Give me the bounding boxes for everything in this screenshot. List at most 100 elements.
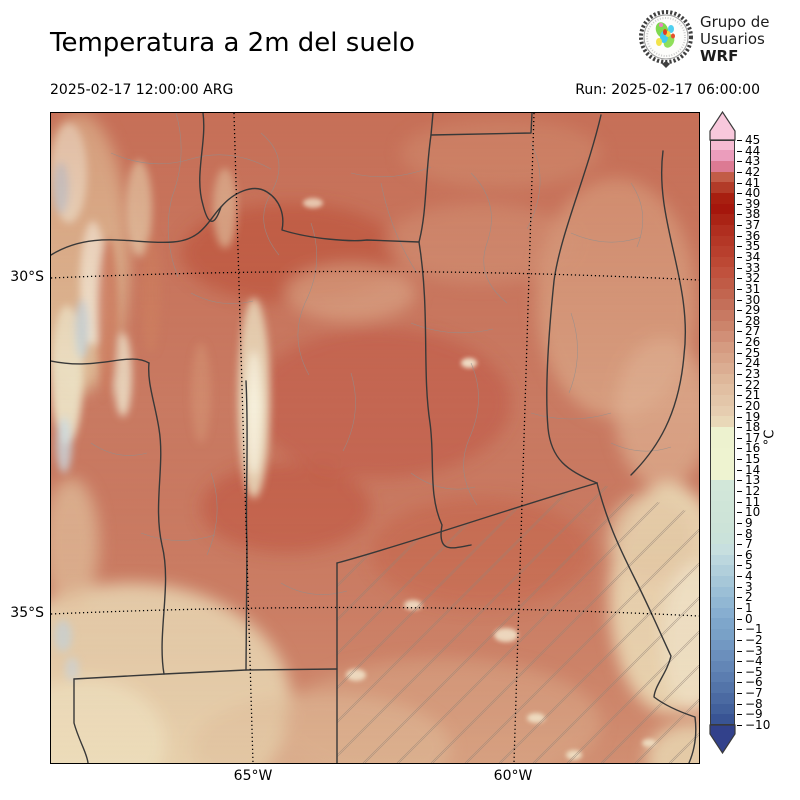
- colorbar-segment: [711, 405, 734, 417]
- colorbar-tick-label: 44: [745, 143, 761, 158]
- colorbar-segment: [711, 629, 734, 641]
- colorbar-segment: [711, 235, 734, 247]
- uruguay-river-border: [630, 150, 686, 476]
- colorbar-tick-label: 9: [745, 515, 753, 530]
- colorbar-segment: [711, 639, 734, 651]
- graticule-60w: [513, 113, 535, 763]
- colorbar-tick: [737, 650, 742, 652]
- colorbar-segment: [711, 161, 734, 173]
- colorbar-segment: [711, 416, 734, 428]
- colorbar-tick-label: 24: [745, 356, 761, 371]
- colorbar-tick-label: 18: [745, 420, 761, 435]
- colorbar-tick-label: 28: [745, 313, 761, 328]
- colorbar-tick: [737, 171, 742, 173]
- colorbar-tick-label: 39: [745, 196, 761, 211]
- colorbar-tick: [737, 682, 742, 684]
- colorbar-segment: [711, 256, 734, 269]
- colorbar-segment: [711, 682, 734, 694]
- colorbar-tick: [737, 395, 742, 397]
- colorbar-tick: [737, 288, 742, 290]
- parana-river-border: [546, 114, 602, 484]
- colorbar-tick-label: 0: [745, 611, 753, 626]
- colorbar-segment: [711, 618, 734, 630]
- colorbar-tick-label: 21: [745, 388, 761, 403]
- colorbar-tick: [737, 437, 742, 439]
- lat-label-35s: 35°S: [10, 605, 44, 621]
- colorbar-tick-label: −7: [745, 686, 763, 701]
- colorbar-segment: [711, 469, 734, 481]
- cordoba-santa-fe-border: [418, 241, 472, 549]
- colorbar: [710, 140, 735, 725]
- colorbar-tick: [737, 671, 742, 673]
- colorbar-tick: [737, 639, 742, 641]
- colorbar-unit-label: °C: [762, 429, 778, 446]
- colorbar-segment: [711, 278, 734, 290]
- colorbar-tick: [737, 533, 742, 535]
- colorbar-tick: [737, 544, 742, 546]
- colorbar-tick-label: 43: [745, 154, 761, 169]
- colorbar-tick: [737, 352, 742, 354]
- colorbar-segment: [711, 214, 734, 226]
- colorbar-segment: [711, 703, 734, 715]
- colorbar-segment: [711, 141, 734, 152]
- colorbar-tick-label: 3: [745, 579, 753, 594]
- colorbar-tick-label: 8: [745, 526, 753, 541]
- la-pampa-north-border: [73, 668, 338, 680]
- colorbar-segment: [711, 586, 734, 598]
- colorbar-tick: [737, 714, 742, 716]
- colorbar-tick-label: −8: [745, 696, 763, 711]
- colorbar-segment: [711, 192, 734, 205]
- colorbar-tick-label: 11: [745, 494, 761, 509]
- colorbar-tick-label: 34: [745, 250, 761, 264]
- logo-text-wrf: WRF: [700, 46, 739, 65]
- colorbar-tick: [737, 491, 742, 492]
- colorbar-tick: [737, 554, 742, 556]
- colorbar-segment: [711, 522, 734, 534]
- colorbar-segment: [711, 458, 734, 471]
- colorbar-tick-label: 5: [745, 558, 753, 573]
- colorbar-tick-label: 22: [745, 377, 761, 392]
- colorbar-segment: [711, 288, 734, 300]
- colorbar-tick-label: 38: [745, 207, 761, 222]
- colorbar-segment: [711, 341, 734, 354]
- colorbar-tick: [737, 576, 742, 578]
- colorbar-tick-label: −3: [745, 643, 763, 658]
- colorbar-segment: [711, 650, 734, 662]
- buenos-aires-north-border: [336, 482, 598, 564]
- cordoba-san-luis-border: [245, 380, 248, 671]
- colorbar-tick-label: 33: [745, 260, 761, 275]
- desaguadero-border: [147, 362, 167, 675]
- colorbar-tick: [737, 448, 742, 450]
- colorbar-segment: [711, 182, 734, 194]
- colorbar-segment: [711, 565, 734, 577]
- colorbar-segment: [711, 203, 734, 215]
- colorbar-segment: [711, 352, 734, 364]
- colorbar-tick-label: −10: [745, 718, 771, 732]
- temperature-map: [51, 113, 699, 763]
- colorbar-segment: [711, 320, 734, 332]
- colorbar-segment: [711, 331, 734, 343]
- colorbar-segment: [711, 150, 734, 162]
- colorbar-tick: [737, 618, 742, 620]
- tucuman-border: [199, 113, 222, 222]
- colorbar-tick: [737, 267, 742, 269]
- graticule: [51, 113, 699, 763]
- colorbar-tick: [737, 214, 742, 216]
- colorbar-tick: [737, 405, 742, 407]
- colorbar-tick-label: 1: [745, 601, 753, 615]
- colorbar-segment: [711, 395, 734, 407]
- colorbar-tick: [737, 246, 742, 248]
- colorbar-segment: [711, 171, 734, 183]
- colorbar-tick-label: 30: [745, 292, 761, 307]
- colorbar-tick-label: 29: [745, 303, 761, 318]
- colorbar-tick: [737, 235, 742, 237]
- colorbar-tick: [737, 480, 742, 482]
- colorbar-tick-label: 40: [745, 186, 761, 201]
- valid-time-label: 2025-02-17 12:00:00 ARG: [50, 82, 234, 98]
- colorbar-tick: [737, 725, 742, 726]
- logo-emblem-icon: [639, 10, 693, 68]
- logo-text: Grupo de Usuarios WRF: [700, 13, 770, 65]
- colorbar-segment: [711, 543, 734, 556]
- colorbar-tick-label: 16: [745, 441, 761, 456]
- colorbar-tick: [737, 278, 742, 280]
